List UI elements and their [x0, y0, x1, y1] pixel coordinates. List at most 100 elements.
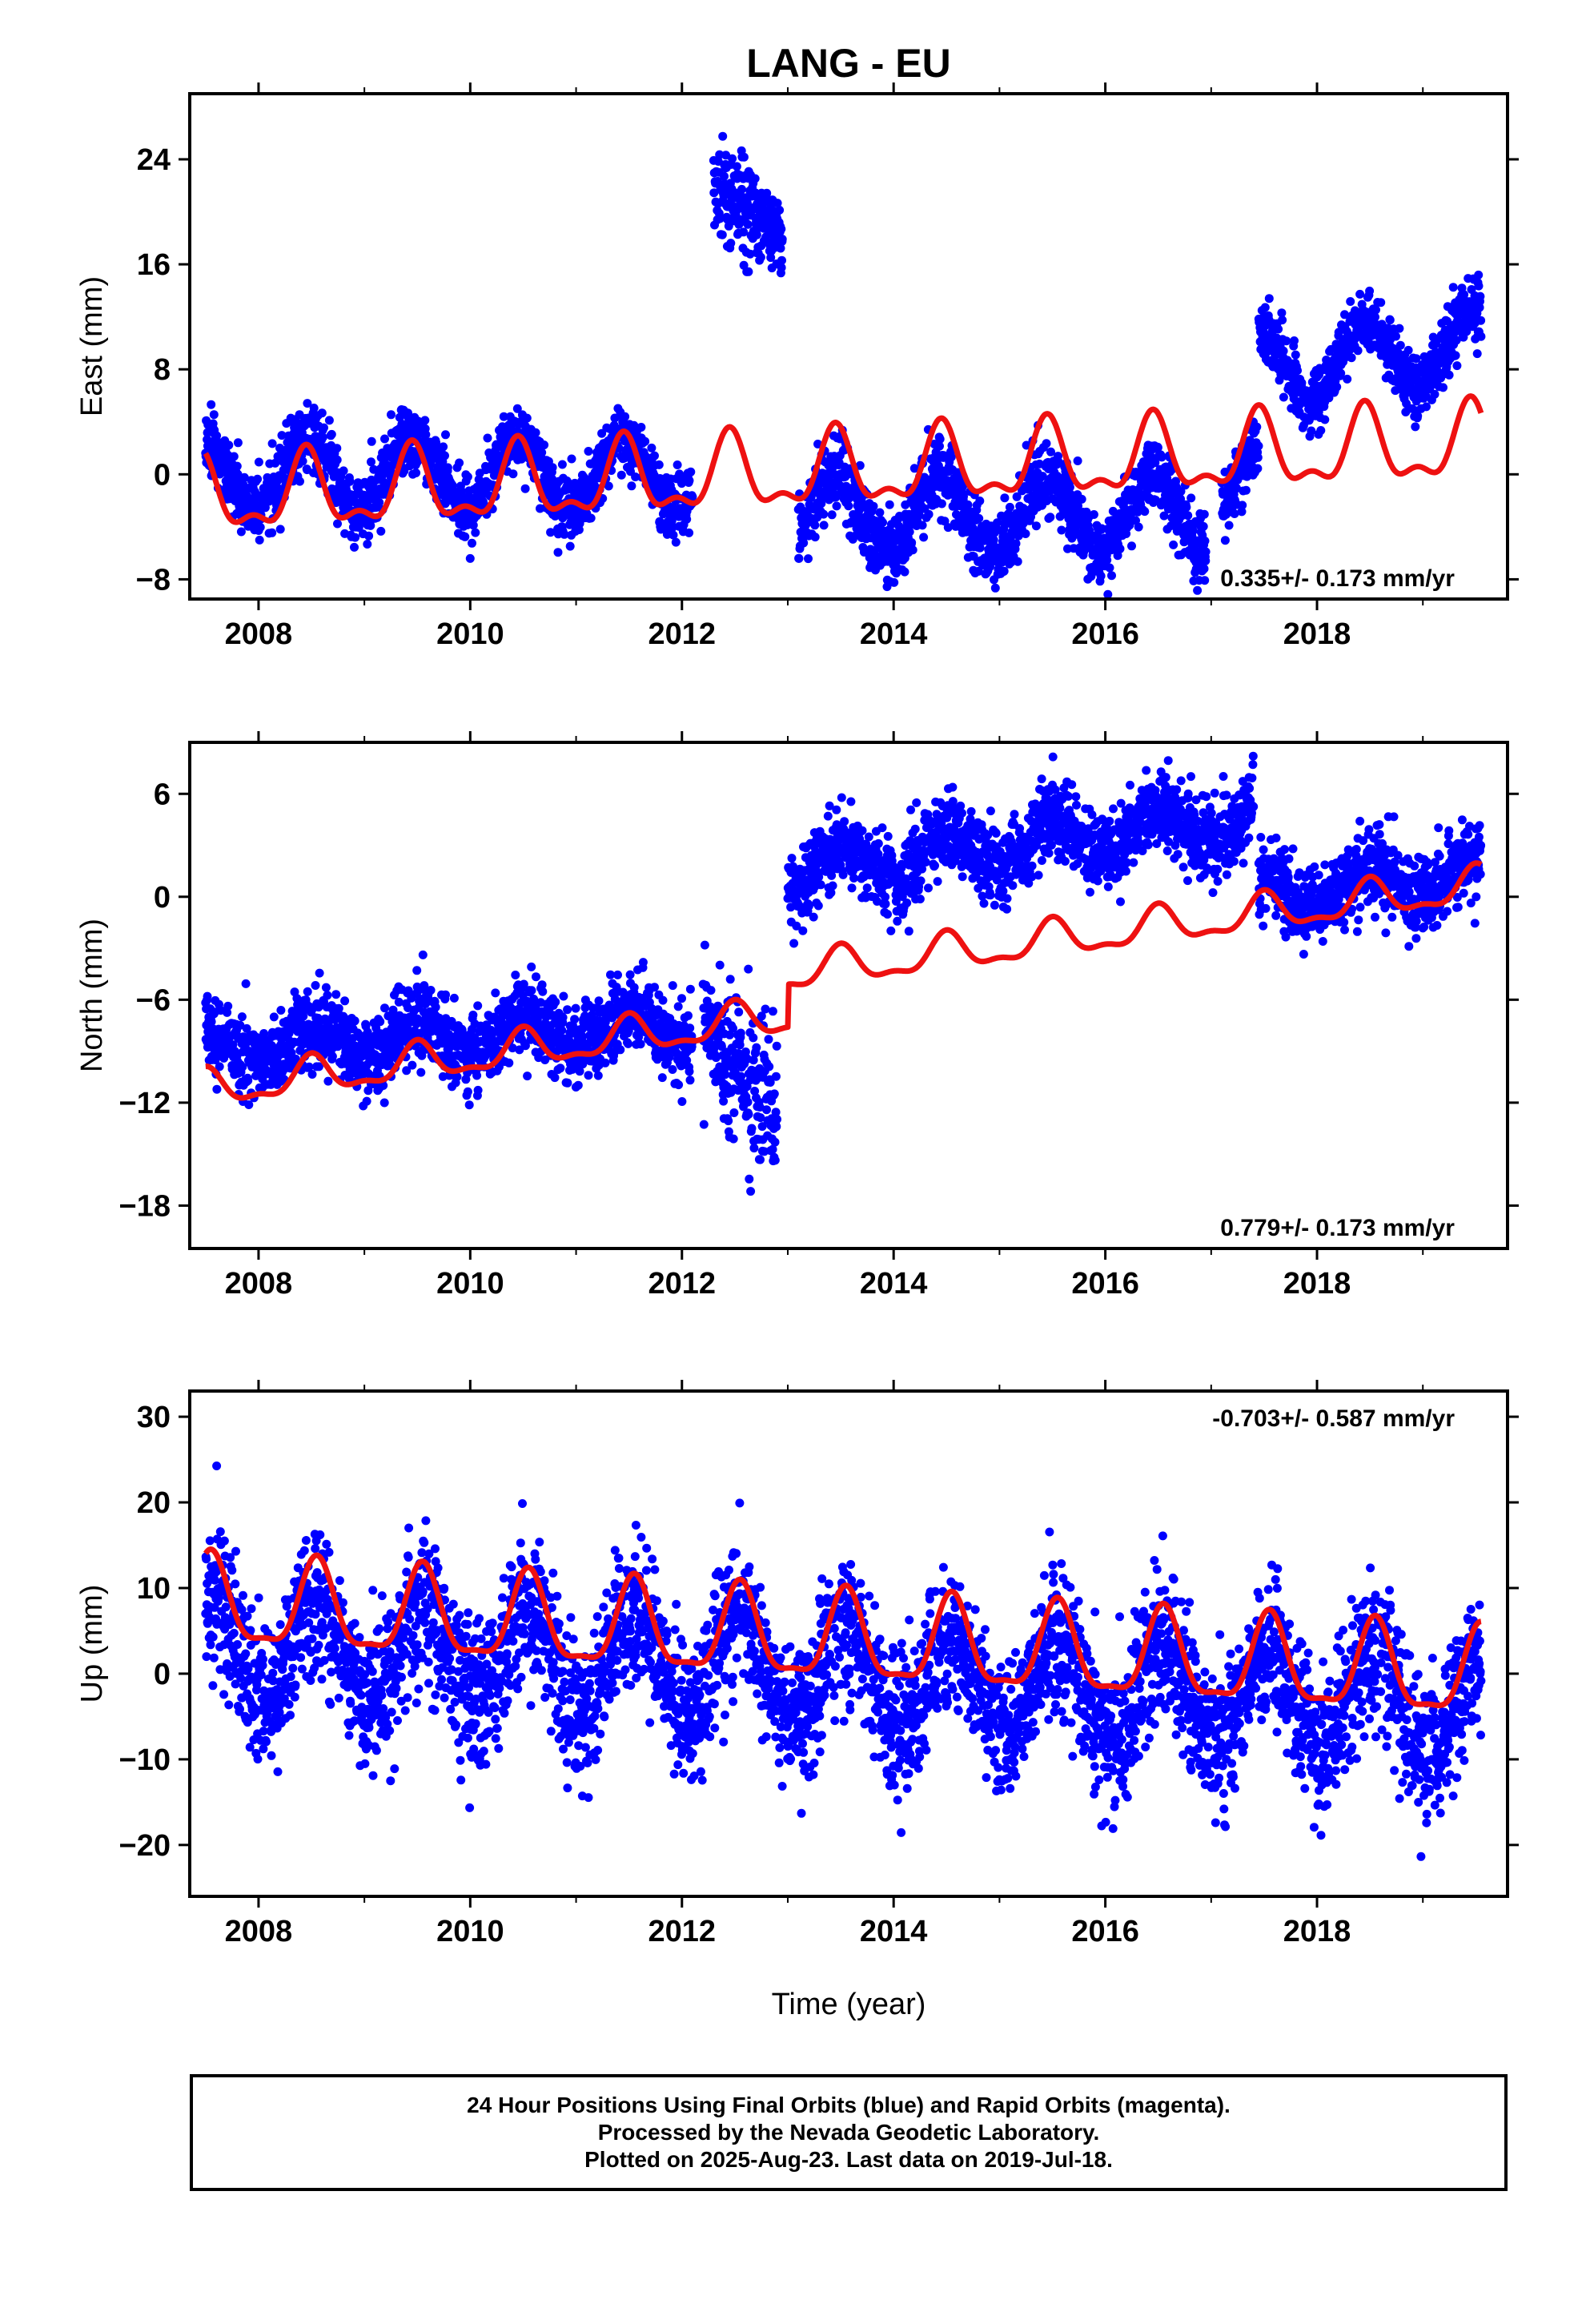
observed-point [319, 423, 328, 432]
observed-point [777, 235, 787, 244]
observed-point [1371, 312, 1379, 322]
observed-point [1107, 571, 1116, 581]
observed-point [557, 460, 567, 469]
observed-point [563, 1078, 572, 1088]
observed-point [1125, 521, 1134, 530]
observed-point [1361, 320, 1370, 329]
observed-point [827, 510, 837, 520]
observed-point [1347, 353, 1356, 363]
observed-point [491, 988, 500, 998]
observed-point [233, 469, 243, 479]
y-tick-label: 0 [154, 458, 171, 492]
observed-point [1474, 270, 1484, 279]
observed-point [532, 972, 540, 982]
observed-point [762, 188, 772, 198]
observed-point [527, 962, 536, 971]
observed-point [468, 1011, 478, 1019]
observed-point [363, 540, 372, 549]
y-tick-label: 24 [137, 143, 171, 177]
observed-point [1422, 402, 1431, 412]
observed-point [627, 481, 636, 491]
observed-point [1096, 571, 1106, 581]
observed-point [905, 527, 914, 537]
observed-point [324, 416, 334, 425]
observed-point [1157, 452, 1166, 462]
observed-point [739, 227, 749, 237]
panel-north: 2008 2010 2012 2014 2016 2018−18−12−606North … [75, 731, 1519, 1301]
observed-point [1253, 464, 1263, 473]
observed-point [777, 224, 786, 234]
observed-point [364, 531, 374, 541]
observed-point [685, 476, 694, 485]
observed-point [720, 171, 729, 181]
observed-point [332, 444, 342, 453]
observed-point [563, 1005, 572, 1015]
observed-point [1193, 585, 1203, 595]
observed-point [209, 410, 219, 420]
observed-point [1474, 281, 1484, 291]
observed-point [420, 416, 430, 425]
observed-point [1065, 482, 1074, 492]
observed-point [229, 452, 239, 461]
observed-point [1102, 555, 1112, 565]
model-curve [203, 393, 1484, 525]
observed-point [350, 542, 359, 552]
observed-point [212, 1084, 222, 1094]
observed-point [504, 1058, 514, 1068]
observed-point [366, 521, 375, 530]
observed-point [878, 517, 887, 527]
observed-point [483, 433, 492, 443]
observed-point [1188, 526, 1198, 536]
observed-point [327, 1051, 337, 1061]
observed-point [1448, 283, 1458, 292]
observed-point [1012, 492, 1022, 501]
observed-point [1241, 485, 1251, 495]
observed-point [418, 950, 428, 959]
observed-point [847, 517, 857, 526]
observed-point [685, 528, 694, 537]
observed-point [1376, 298, 1386, 308]
observed-point [832, 501, 841, 511]
observed-point [439, 442, 448, 452]
observed-point [332, 455, 342, 464]
observed-point [468, 538, 476, 548]
observed-point [468, 521, 478, 530]
observed-point [650, 451, 659, 460]
observed-point [1200, 576, 1210, 585]
observed-point [1232, 484, 1241, 493]
observed-point [640, 436, 650, 446]
observed-point [1274, 324, 1283, 334]
observed-point [647, 443, 656, 452]
observed-point [207, 400, 216, 409]
observed-point [773, 199, 782, 208]
observed-point [1462, 327, 1472, 336]
observed-point [412, 966, 422, 975]
observed-point [817, 499, 826, 509]
observed-point [553, 548, 563, 557]
observed-point [1200, 537, 1210, 545]
observed-point [1046, 513, 1055, 522]
observed-point [909, 464, 919, 473]
observed-point [416, 1068, 426, 1077]
observed-point [404, 412, 413, 422]
observed-point [558, 1013, 568, 1022]
observed-point [244, 1100, 254, 1109]
observed-point [1350, 335, 1359, 344]
observed-point [375, 1017, 385, 1027]
observed-point [959, 492, 968, 501]
observed-point [546, 528, 556, 537]
observed-point [917, 521, 927, 530]
observed-point [1293, 366, 1302, 376]
observed-point [531, 428, 540, 437]
observed-point [1176, 487, 1186, 497]
observed-point [460, 532, 470, 541]
observed-point [819, 521, 829, 530]
observed-point [499, 412, 508, 421]
observed-point [1224, 521, 1234, 530]
observed-point [841, 472, 850, 481]
rate-annotation: 0.335+/- 0.173 mm/yr [1220, 565, 1455, 592]
observed-point [1385, 316, 1395, 325]
